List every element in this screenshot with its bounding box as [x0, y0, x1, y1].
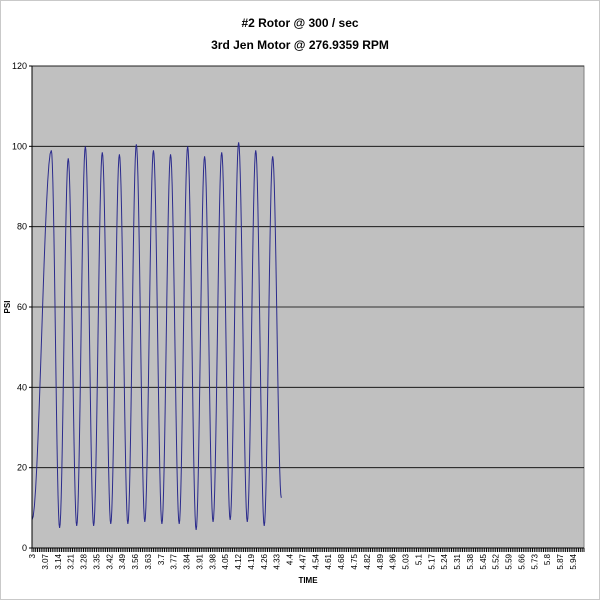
x-tick-label: 3.7 — [157, 553, 166, 565]
x-tick-label: 4.19 — [247, 553, 256, 569]
x-tick-label: 5.8 — [543, 553, 552, 565]
y-tick-label: 80 — [17, 222, 27, 232]
y-tick-label: 40 — [17, 382, 27, 392]
x-tick-label: 4.82 — [363, 553, 372, 569]
x-tick-label: 3.98 — [208, 553, 217, 569]
x-tick-label: 3.63 — [144, 553, 153, 569]
x-tick-label: 5.38 — [466, 553, 475, 569]
x-tick-label: 3.91 — [195, 553, 204, 569]
x-tick-label: 4.4 — [286, 553, 295, 565]
x-tick-label: 4.68 — [337, 553, 346, 569]
x-tick-label: 4.89 — [376, 553, 385, 569]
x-tick-label: 3.56 — [131, 553, 140, 569]
x-tick-label: 5.59 — [505, 553, 514, 569]
x-tick-label: 5.94 — [569, 553, 578, 569]
y-tick-label: 60 — [17, 302, 27, 312]
chart-title: #2 Rotor @ 300 / sec — [241, 16, 359, 30]
y-tick-label: 120 — [12, 61, 27, 71]
x-tick-label: 5.1 — [414, 553, 423, 565]
x-tick-label: 4.54 — [311, 553, 320, 569]
x-tick-label: 4.61 — [324, 553, 333, 569]
x-tick-label: 3.35 — [92, 553, 101, 569]
x-tick-label: 4.96 — [389, 553, 398, 569]
x-tick-label: 4.26 — [260, 553, 269, 569]
x-tick-label: 5.31 — [453, 553, 462, 569]
x-tick-label: 5.87 — [556, 553, 565, 569]
series-line — [31, 142, 282, 530]
x-tick-label: 4.12 — [234, 553, 243, 569]
x-tick-label: 5.03 — [402, 553, 411, 569]
x-tick-label: 4.33 — [273, 553, 282, 569]
y-tick-label: 0 — [22, 543, 27, 553]
x-tick-label: 3.07 — [41, 553, 50, 569]
x-tick-label: 3.84 — [183, 553, 192, 569]
x-tick-label: 5.66 — [517, 553, 526, 569]
x-tick-label: 4.05 — [221, 553, 230, 569]
chart-subtitle: 3rd Jen Motor @ 276.9359 RPM — [211, 38, 389, 52]
y-axis-label: PSI — [3, 301, 12, 314]
x-tick-label: 5.24 — [440, 553, 449, 569]
x-tick-label: 3.21 — [67, 553, 76, 569]
x-tick-label: 4.75 — [350, 553, 359, 569]
x-tick-label: 5.52 — [492, 553, 501, 569]
x-tick-label: 5.45 — [479, 553, 488, 569]
y-tick-label: 20 — [17, 463, 27, 473]
x-tick-label: 3.28 — [80, 553, 89, 569]
x-tick-label: 4.47 — [298, 553, 307, 569]
x-tick-label: 3.49 — [118, 553, 127, 569]
x-tick-label: 3.42 — [105, 553, 114, 569]
x-tick-label: 3 — [28, 553, 37, 558]
x-tick-label: 3.14 — [54, 553, 63, 569]
x-tick-label: 5.17 — [427, 553, 436, 569]
x-tick-label: 5.73 — [530, 553, 539, 569]
y-tick-label: 100 — [12, 141, 27, 151]
x-tick-label: 3.77 — [170, 553, 179, 569]
x-axis-label: TIME — [298, 576, 318, 585]
